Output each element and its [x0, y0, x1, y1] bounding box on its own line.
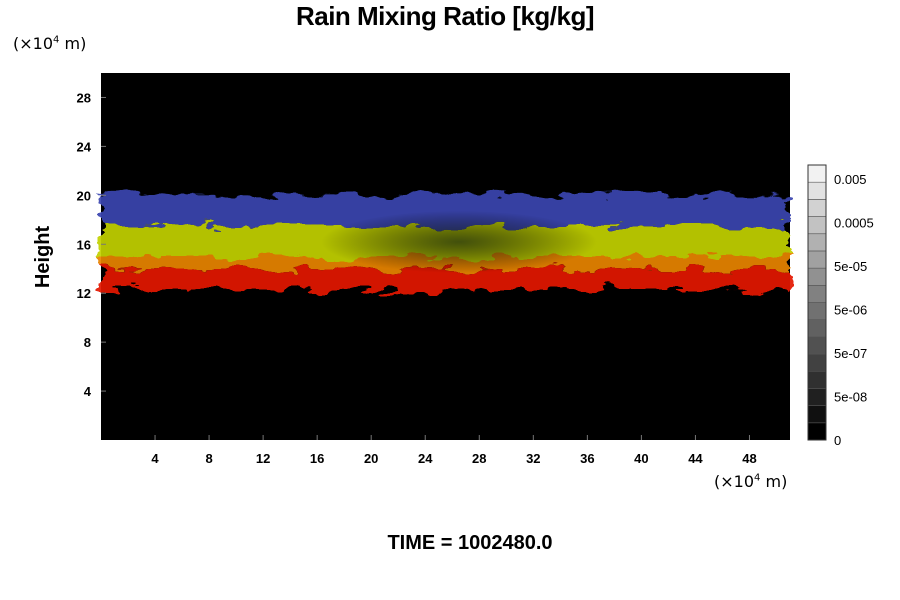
y-tick-label: 24 — [77, 139, 92, 154]
y-tick-label: 8 — [84, 335, 91, 350]
colorbar-label: 0.005 — [834, 172, 867, 187]
colorbar-level — [807, 353, 827, 372]
x-tick-label: 40 — [634, 451, 648, 466]
colorbar-frame — [807, 164, 827, 441]
colorbar-level — [807, 216, 827, 235]
colorbar-level — [807, 405, 827, 424]
colorbar-level — [807, 388, 827, 406]
x-tick-label: 4 — [151, 451, 159, 466]
colorbar-level — [807, 302, 827, 320]
colorbar-label: 5e-07 — [834, 346, 867, 361]
colorbar-label: 0 — [834, 433, 841, 448]
x-axis-unit-label: (×104 m) — [714, 472, 788, 491]
x-tick-label: 16 — [310, 451, 324, 466]
layer-band-3 — [101, 268, 790, 290]
colorbar-level — [807, 267, 827, 286]
colorbar-label: 5e-05 — [834, 259, 867, 274]
colorbar-level — [807, 336, 827, 355]
x-tick-label: 48 — [742, 451, 756, 466]
y-tick-label: 28 — [77, 90, 91, 105]
x-tick-label: 32 — [526, 451, 540, 466]
x-tick-label: 28 — [472, 451, 486, 466]
y-tick-label: 4 — [84, 384, 92, 399]
colorbar-level — [807, 164, 827, 183]
colorbar-label: 5e-06 — [834, 303, 867, 318]
y-axis-unit-label: (×104 m) — [13, 34, 87, 53]
colorbar-level — [807, 250, 827, 269]
x-tick-label: 44 — [688, 451, 703, 466]
x-tick-label: 24 — [418, 451, 433, 466]
colorbar-level — [807, 370, 827, 389]
mixing-zone — [321, 210, 597, 274]
colorbar-level — [807, 319, 827, 338]
x-tick-label: 36 — [580, 451, 594, 466]
colorbar-label: 0.0005 — [834, 216, 874, 231]
x-tick-label: 20 — [364, 451, 378, 466]
colorbar-level — [807, 181, 827, 200]
colorbar-level — [807, 199, 827, 217]
colorbar-level — [807, 285, 827, 303]
x-tick-label: 12 — [256, 451, 270, 466]
x-axis: 4 8 12 16 20 24 28 32 36 40 44 48 — [151, 435, 757, 466]
mixing-shading — [321, 210, 597, 274]
time-label: TIME = 1002480.0 — [387, 532, 553, 554]
y-axis: 4 8 12 16 20 24 28 — [77, 90, 106, 399]
colorbar: 0.005 0.0005 5e-05 5e-06 5e-07 5e-08 0 — [807, 164, 874, 448]
colorbar-label: 5e-08 — [834, 390, 867, 405]
x-tick-label: 8 — [205, 451, 212, 466]
y-tick-label: 16 — [77, 237, 91, 252]
colorbar-level — [807, 233, 827, 252]
y-tick-label: 12 — [77, 286, 91, 301]
colorbar-level — [807, 422, 827, 441]
chart-title: Rain Mixing Ratio [kg/kg] — [295, 1, 595, 31]
y-tick-label: 20 — [77, 188, 91, 203]
